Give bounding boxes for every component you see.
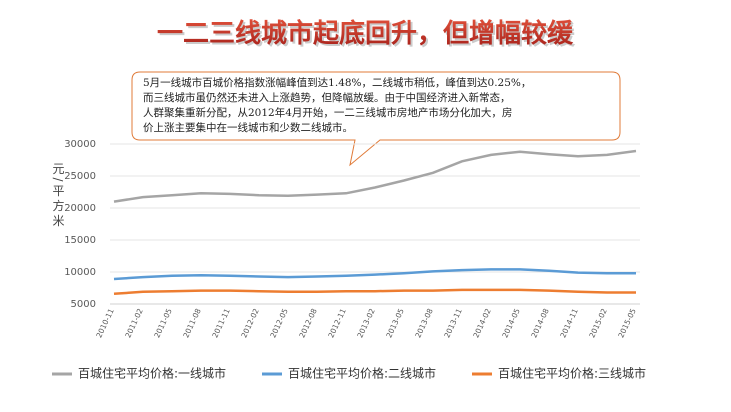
x-tick-label: 2013-11 — [442, 307, 463, 339]
x-tick-label: 2014-02 — [471, 307, 492, 339]
x-tick-label: 2015-02 — [587, 307, 608, 339]
x-tick-label: 2013-08 — [413, 307, 434, 339]
x-tick-label: 2015-05 — [616, 307, 637, 339]
legend-label: 百城住宅平均价格:三线城市 — [498, 366, 646, 381]
x-tick-label: 2014-11 — [558, 307, 579, 339]
annotation-line: 人群聚集重新分配，从2012年4月开始，一二三线城市房地产市场分化加大，房 — [143, 106, 512, 119]
x-tick-label: 2013-05 — [384, 307, 405, 339]
series-line — [113, 149, 637, 203]
annotation-box — [131, 71, 621, 167]
annotation-line: 而三线城市虽仍然还未进入上涨趋势，但降幅放缓。由于中国经济进入新常态， — [143, 91, 511, 104]
x-tick-label: 2014-08 — [529, 307, 550, 339]
x-tick-label: 2012-08 — [297, 307, 318, 339]
series-line — [113, 268, 636, 281]
annotation: 5月一线城市百城价格指数涨幅峰值到达1.48%，二线城市稍低，峰值到达0.25%… — [143, 76, 531, 134]
x-tick-label: 2012-05 — [268, 307, 289, 339]
x-tick-label: 2014-05 — [500, 307, 521, 339]
title-shadow: 一二三线城市起底回升，但增幅较缓 — [159, 20, 576, 51]
x-tick-label: 2011-11 — [210, 307, 231, 339]
y-tick-label: 5000 — [71, 299, 96, 310]
y-tick-label: 15000 — [64, 235, 96, 246]
series-line — [113, 288, 636, 296]
x-tick-label: 2012-11 — [326, 307, 347, 339]
x-tick-label: 2010-11 — [94, 307, 115, 339]
y-tick-label: 25000 — [64, 171, 96, 182]
y-axis-title: 元/平方米 — [51, 162, 65, 229]
x-tick-label: 2013-02 — [355, 307, 376, 339]
x-tick-label: 2011-08 — [181, 307, 202, 339]
legend-label: 百城住宅平均价格:二线城市 — [288, 366, 436, 381]
legend-label: 百城住宅平均价格:一线城市 — [78, 366, 226, 381]
x-tick-label: 2011-05 — [152, 307, 173, 339]
x-tick-label: 2012-02 — [239, 307, 260, 339]
y-axis-label: 元/平方米 — [51, 162, 65, 229]
y-tick-label: 20000 — [64, 203, 96, 214]
annotation-line: 价上涨主要集中在一线城市和少数二线城市。 — [143, 121, 353, 134]
annotation-line: 5月一线城市百城价格指数涨幅峰值到达1.48%，二线城市稍低，峰值到达0.25%… — [143, 76, 531, 89]
x-tick-label: 2011-02 — [123, 307, 144, 339]
y-tick-label: 10000 — [64, 267, 96, 278]
y-tick-label: 30000 — [64, 139, 96, 150]
chart-title: 一二三线城市起底回升，但增幅较缓 — [157, 18, 574, 49]
